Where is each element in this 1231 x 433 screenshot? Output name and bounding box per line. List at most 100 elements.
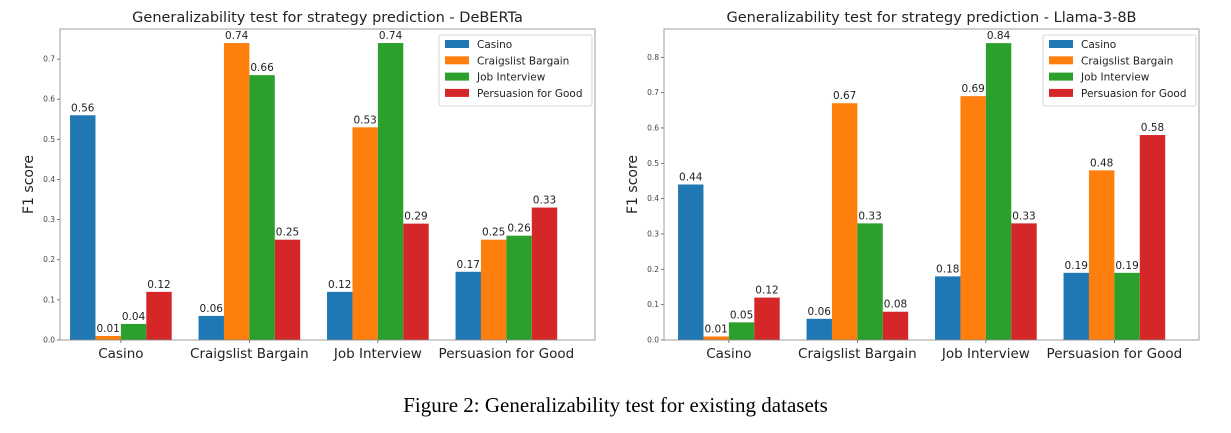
chart-title: Generalizability test for strategy predi… <box>727 10 1137 26</box>
bar-craigslist-bargain <box>95 335 121 340</box>
y-tick-label: 0.7 <box>647 88 659 97</box>
data-label: 0.53 <box>353 114 376 126</box>
data-label: 0.33 <box>533 195 556 207</box>
legend-label: Persuasion for Good <box>477 88 583 100</box>
legend-label: Job Interview <box>1080 72 1150 84</box>
bar-persuasion-for-good <box>754 297 780 340</box>
legend-swatch <box>1049 40 1073 48</box>
bar-casino <box>70 115 96 340</box>
bar-craigslist-bargain <box>831 103 858 340</box>
legend-label: Persuasion for Good <box>1081 88 1187 100</box>
data-label: 0.17 <box>457 259 480 271</box>
data-label: 0.48 <box>1090 157 1113 169</box>
chart-title: Generalizability test for strategy predi… <box>132 10 523 26</box>
data-label: 0.33 <box>1012 210 1035 222</box>
bar-craigslist-bargain <box>960 96 986 340</box>
y-tick-label: 0.1 <box>647 300 659 309</box>
data-label: 0.18 <box>936 263 959 275</box>
y-tick-label: 0.2 <box>647 265 659 274</box>
data-label: 0.67 <box>833 90 856 102</box>
bar-job-interview <box>249 75 275 341</box>
bar-casino <box>327 291 353 340</box>
y-tick-label: 0.5 <box>43 135 55 144</box>
bar-persuasion-for-good <box>403 223 429 340</box>
bar-persuasion-for-good <box>1139 135 1166 340</box>
x-tick-label: Job Interview <box>941 346 1030 362</box>
bar-job-interview <box>377 43 404 340</box>
bar-casino <box>935 276 961 340</box>
bar-craigslist-bargain <box>703 336 729 340</box>
data-label: 0.74 <box>225 30 249 42</box>
bar-casino <box>678 184 704 340</box>
data-label: 0.06 <box>808 306 832 318</box>
data-label: 0.58 <box>1141 122 1164 134</box>
legend-label: Casino <box>1081 39 1116 51</box>
data-label: 0.12 <box>147 279 170 291</box>
data-label: 0.06 <box>200 303 224 315</box>
data-label: 0.01 <box>96 323 119 335</box>
bar-job-interview <box>506 235 532 340</box>
y-tick-label: 0.8 <box>647 53 659 62</box>
x-tick-label: Casino <box>706 346 751 362</box>
y-tick-label: 0.0 <box>647 336 659 345</box>
bar-job-interview <box>728 322 755 340</box>
bar-persuasion-for-good <box>531 207 558 340</box>
y-tick-label: 0.5 <box>647 159 659 168</box>
y-tick-label: 0.6 <box>647 123 659 132</box>
bar-craigslist-bargain <box>480 239 507 340</box>
y-tick-label: 0.4 <box>43 175 55 184</box>
data-label: 0.33 <box>858 210 881 222</box>
legend-swatch <box>445 88 469 97</box>
data-label: 0.12 <box>328 279 351 291</box>
y-axis-label: F1 score <box>625 155 641 214</box>
bar-casino <box>806 318 832 340</box>
legend-label: Casino <box>477 39 512 51</box>
y-axis-label: F1 score <box>21 155 37 214</box>
bar-casino <box>455 271 481 340</box>
data-label: 0.04 <box>122 311 146 323</box>
legend: Casino Craigslist Bargain Job Interview Per… <box>438 34 593 107</box>
chart-2: Generalizability test for strategy predi… <box>625 10 1200 362</box>
legend-label: Craigslist Bargain <box>477 55 569 67</box>
bar-job-interview <box>857 223 883 340</box>
legend-label: Job Interview <box>476 72 546 84</box>
x-tick-label: Persuasion for Good <box>1047 346 1183 362</box>
data-label: 0.84 <box>987 30 1011 42</box>
y-tick-label: 0.6 <box>43 95 55 104</box>
data-label: 0.08 <box>884 299 907 311</box>
plot-frame <box>59 28 596 341</box>
legend-swatch <box>445 72 469 81</box>
legend: Casino Craigslist Bargain Job Interview Per… <box>1042 34 1197 107</box>
y-tick-label: 0.1 <box>43 295 55 304</box>
figure-caption: Figure 2: Generalizability test for exis… <box>403 393 828 417</box>
y-tick-label: 0.3 <box>647 229 659 238</box>
data-label: 0.19 <box>1065 260 1088 272</box>
data-label: 0.66 <box>250 62 274 74</box>
legend-swatch <box>445 56 469 65</box>
data-label: 0.12 <box>755 285 778 297</box>
bar-persuasion-for-good <box>146 291 172 340</box>
data-label: 0.74 <box>379 30 403 42</box>
bar-craigslist-bargain <box>1088 170 1115 340</box>
y-tick-label: 0.4 <box>647 194 659 203</box>
y-tick-label: 0.0 <box>43 336 55 345</box>
bar-persuasion-for-good <box>882 311 909 340</box>
data-label: 0.29 <box>404 211 427 223</box>
y-tick-label: 0.3 <box>43 215 55 224</box>
x-tick-label: Craigslist Bargain <box>798 346 917 362</box>
legend-swatch <box>445 40 469 48</box>
bar-craigslist-bargain <box>223 43 250 340</box>
data-label: 0.25 <box>276 227 299 239</box>
bar-casino <box>198 315 224 340</box>
chart-1: Generalizability test for strategy predi… <box>21 10 596 362</box>
x-tick-label: Persuasion for Good <box>439 346 575 362</box>
legend-swatch <box>1049 72 1073 81</box>
data-label: 0.01 <box>704 323 727 335</box>
data-label: 0.05 <box>730 309 753 321</box>
x-tick-label: Job Interview <box>333 346 422 362</box>
bar-craigslist-bargain <box>352 127 378 340</box>
x-tick-label: Craigslist Bargain <box>190 346 309 362</box>
legend-label: Craigslist Bargain <box>1081 55 1173 67</box>
legend-box <box>438 34 593 107</box>
